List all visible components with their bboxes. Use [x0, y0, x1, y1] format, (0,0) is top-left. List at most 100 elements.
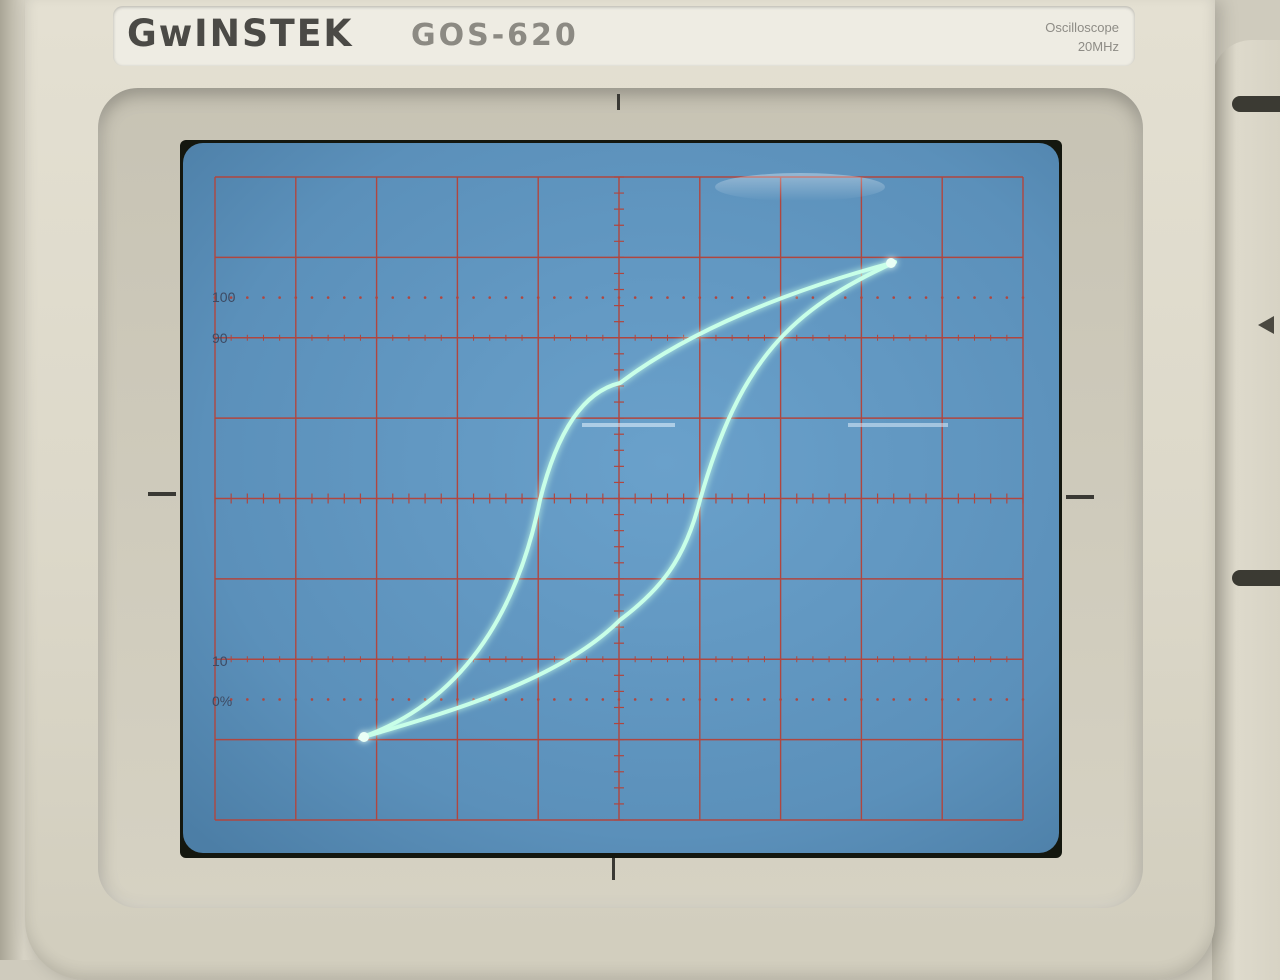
control-panel-edge: [1212, 40, 1280, 980]
reference-dot: [375, 698, 378, 701]
reference-dot: [843, 698, 847, 701]
reference-dot: [730, 296, 734, 299]
screen-reflection: [848, 423, 948, 427]
model-name: GOS-620: [411, 18, 579, 53]
reference-dot: [860, 296, 863, 299]
reference-dot: [569, 296, 572, 299]
reference-dot: [342, 296, 346, 299]
trace-end-bright-spot: [886, 258, 896, 268]
reference-dot: [924, 296, 928, 299]
reference-dot: [795, 296, 799, 299]
screen-reflection: [715, 173, 885, 201]
reference-dot: [940, 296, 944, 299]
reference-dot: [908, 698, 912, 701]
reference-dot: [246, 296, 249, 299]
oscilloscope-screen: 100 90 10 0%: [183, 143, 1059, 853]
reference-dot: [763, 698, 766, 701]
reference-dot: [811, 698, 815, 701]
reference-dot: [698, 698, 702, 701]
reference-dot: [520, 296, 524, 299]
reference-dot: [1005, 296, 1009, 299]
reference-dot: [989, 296, 992, 299]
reference-dot: [391, 296, 395, 299]
reference-dot: [504, 296, 508, 299]
reference-dot: [682, 698, 685, 701]
reference-dot: [423, 296, 427, 299]
reference-dot: [714, 296, 718, 299]
reference-dot: [504, 698, 508, 701]
scope-display: 100 90 10 0%: [183, 143, 1059, 853]
reference-dot: [262, 296, 265, 299]
reference-dot: [746, 698, 750, 701]
reference-dot: [617, 296, 621, 299]
reference-dot: [779, 698, 782, 701]
reference-dot: [294, 296, 298, 299]
brand-logo: GwINSTEK: [127, 12, 354, 55]
reference-dot: [795, 698, 799, 701]
graticule-label-10: 10: [212, 653, 228, 669]
reference-dot: [698, 296, 702, 299]
reference-dot: [957, 698, 960, 701]
reference-dot: [650, 698, 653, 701]
reference-dot: [714, 698, 718, 701]
bandwidth-label: 20MHz: [1077, 39, 1119, 54]
reference-dot: [585, 698, 588, 701]
reference-dot: [633, 296, 637, 299]
reference-dot: [456, 698, 459, 701]
reference-dot: [876, 296, 879, 299]
frame-mark: [612, 858, 615, 880]
arrow-left-icon: [1258, 316, 1274, 334]
reference-dot: [278, 296, 281, 299]
reference-dot: [666, 698, 669, 701]
reference-dot: [1021, 296, 1025, 299]
reference-dot: [1005, 698, 1009, 701]
reference-dot: [892, 698, 896, 701]
frame-mark: [148, 492, 176, 496]
reference-dot: [359, 698, 362, 701]
reference-dot: [633, 698, 637, 701]
reference-dot: [617, 698, 621, 701]
reference-dot: [601, 296, 605, 299]
reference-dot: [666, 296, 669, 299]
reference-dot: [439, 296, 443, 299]
reference-dot: [860, 698, 863, 701]
reference-dot: [278, 698, 281, 701]
reference-dot: [957, 296, 960, 299]
reference-dot: [342, 698, 346, 701]
hysteresis-trace-lower: [358, 260, 897, 740]
reference-dot: [488, 698, 492, 701]
reference-dot: [375, 296, 378, 299]
reference-dot: [294, 698, 298, 701]
reference-dot: [940, 698, 944, 701]
reference-dot: [310, 698, 314, 701]
reference-dot: [843, 296, 847, 299]
trace-end-bright-spot: [359, 732, 369, 742]
brand-label-strip: GwINSTEK GOS-620 Oscilloscope 20MHz: [113, 6, 1135, 66]
reference-dot: [989, 698, 992, 701]
reference-dot: [472, 296, 475, 299]
reference-dot: [407, 698, 411, 701]
reference-dot: [876, 698, 879, 701]
reference-dot: [213, 698, 217, 701]
graticule-labels: 100 90 10 0%: [212, 289, 236, 709]
frame-mark: [617, 94, 620, 110]
instrument-type: Oscilloscope: [1045, 20, 1119, 35]
graticule-label-100: 100: [212, 289, 236, 305]
reference-dot: [892, 296, 896, 299]
reference-dot: [650, 296, 653, 299]
reference-dot: [326, 296, 330, 299]
reference-dot: [536, 296, 540, 299]
panel-notch: [1232, 570, 1280, 586]
reference-dot: [553, 698, 556, 701]
reference-dot: [213, 296, 217, 299]
graticule-grid: [213, 176, 1025, 821]
frame-mark: [1066, 495, 1094, 499]
reference-dot: [601, 698, 605, 701]
reference-dot: [811, 296, 815, 299]
trace-glow: [358, 258, 897, 742]
reference-dot: [391, 698, 395, 701]
reference-dot: [682, 296, 685, 299]
reference-dot: [536, 698, 540, 701]
reference-dot: [924, 698, 928, 701]
reference-dot: [326, 698, 330, 701]
